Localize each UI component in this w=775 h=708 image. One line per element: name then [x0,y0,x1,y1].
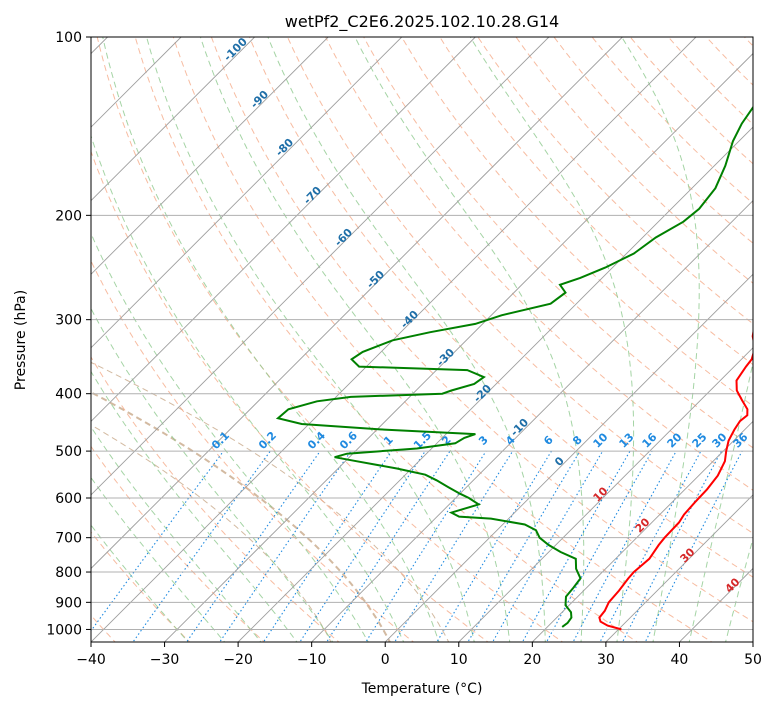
isotherm-line [237,126,753,642]
mixing-ratio-line [599,450,702,642]
mixing-ratio-line [132,450,271,642]
dry-adiabat [325,37,753,491]
isotherm-line [311,200,753,642]
dry-adiabat [248,37,753,578]
y-tick-label: 500 [55,444,82,460]
mixing-ratio-line [219,450,352,642]
moist-adiabat [354,37,585,642]
x-tick-label: −40 [76,652,106,668]
y-tick-label: 200 [55,208,82,224]
mixing-ratio-line [91,450,224,632]
mixing-ratio-line [185,450,321,642]
pressure-gridlines [91,37,753,630]
isotherm-line [91,37,255,202]
isotherm-line [458,347,753,642]
moist-adiabat [91,370,298,642]
chart-title: wetPf2_C2E6.2025.102.10.28.G14 [285,12,559,32]
isotherm-line [605,494,753,642]
moist-adiabat [688,360,753,642]
y-tick-label: 400 [55,387,82,403]
y-axis-ticks: 100 200 300 400 500 600 700 800 900 1000 [46,30,91,638]
x-tick-label: 10 [450,652,468,668]
y-tick-label: 800 [55,565,82,581]
y-tick-label: 1000 [46,622,82,638]
moist-adiabat [91,476,226,642]
x-tick-label: −30 [150,652,180,668]
mixing-ratio-line [572,450,677,642]
y-tick-label: 300 [55,313,82,329]
dry-adiabat [515,37,753,284]
moist-adiabats [91,37,753,642]
isotherm-line [91,37,329,275]
moist-adiabat [725,536,753,642]
moist-adiabat [91,524,189,642]
dry-adiabat [91,150,489,642]
mixing-ratio-line [326,450,451,642]
x-tick-label: 0 [381,652,390,668]
y-tick-label: 100 [55,30,82,46]
dry-adiabat [91,259,415,642]
moist-adiabat [91,307,334,642]
temperature-profile [598,328,753,631]
y-axis-label: Pressure (hPa) [13,290,29,390]
x-tick-label: 50 [744,652,762,668]
mixing-ratio-line [621,450,722,642]
mixing-ratio-line [467,450,581,642]
y-tick-label: 700 [55,531,82,547]
moist-adiabat [91,426,262,642]
isotherm-line [91,37,550,496]
moist-adiabat [102,37,440,642]
mixing-ratio-lines [91,450,743,642]
isotherm-line [384,273,753,642]
x-tick-label: 20 [523,652,541,668]
moist-adiabat [199,37,511,642]
dry-adiabat [286,37,753,534]
moist-adiabat [469,37,635,642]
mixing-ratio-line [394,450,514,642]
x-tick-label: 40 [671,652,689,668]
mixing-ratio-line [299,450,426,642]
isotherm-line [91,37,623,570]
isotherm-line [91,37,403,349]
y-tick-label: 900 [55,595,82,611]
y-tick-label: 600 [55,491,82,507]
moist-adiabat [91,134,405,642]
x-axis-label: Temperature (°C) [361,681,483,697]
mixing-ratio-line [262,450,392,642]
dewpoint-profile [275,105,753,628]
x-axis-ticks: −40 −30 −20 −10 0 10 20 30 40 50 [76,642,762,668]
plot-frame [90,36,754,643]
x-tick-label: 30 [597,652,615,668]
theta-e-line [91,361,450,642]
x-tick-label: −10 [297,652,327,668]
moist-adiabat [621,37,700,642]
moist-adiabat [146,37,475,642]
theta-e-line [91,424,332,642]
moist-adiabat [267,37,546,642]
isotherm-line [164,52,753,642]
isotherm-line [91,37,476,422]
x-tick-label: −20 [223,652,253,668]
moist-adiabat [91,232,369,642]
plot-area: -100-90-80-70-60-50-40-30-20-10010203040… [91,37,753,642]
isotherm-line [532,420,753,642]
